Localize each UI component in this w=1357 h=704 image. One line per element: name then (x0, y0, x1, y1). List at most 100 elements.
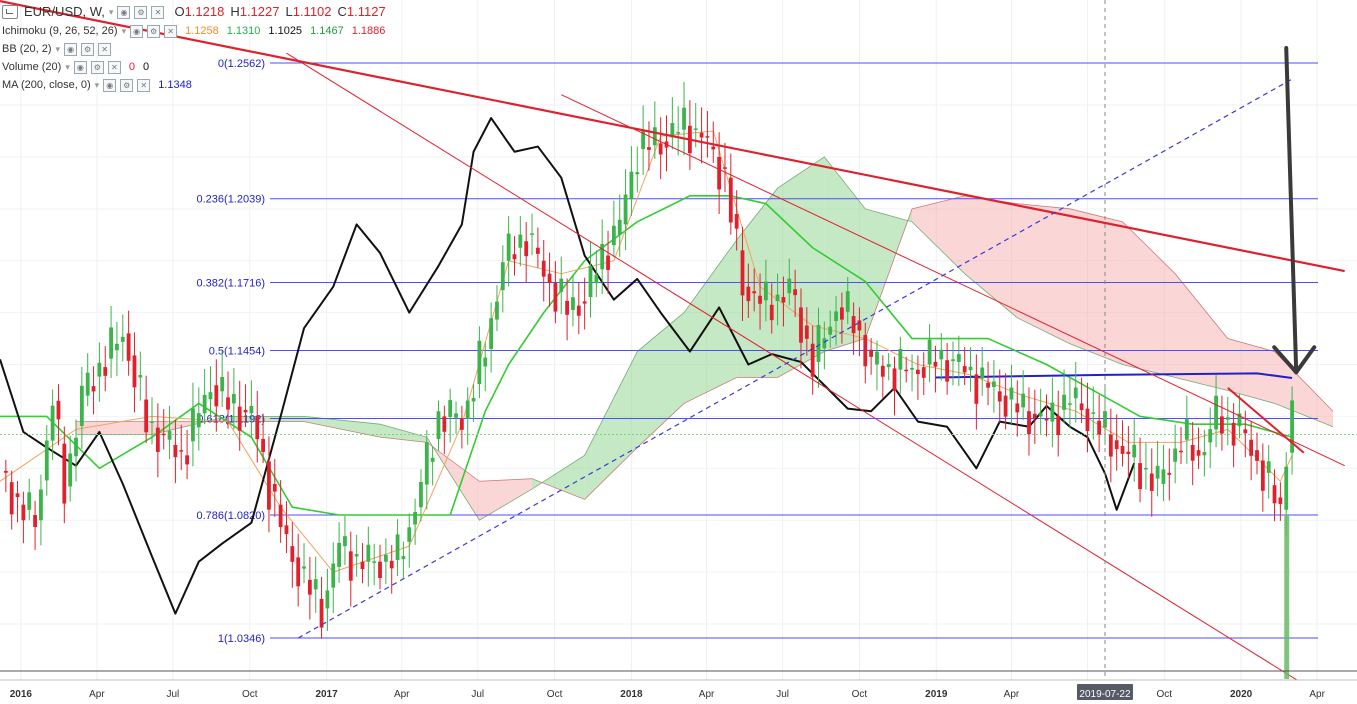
candle-body (325, 590, 330, 609)
ichimoku-cloud (76, 156, 1334, 521)
settings-icon[interactable]: ⚙ (81, 42, 95, 56)
candle-body (1161, 469, 1166, 484)
senkou-span-a (76, 156, 1334, 521)
candle-body (752, 291, 757, 294)
settings-icon[interactable]: ⚙ (120, 78, 134, 92)
indicator-row[interactable]: MA (200, close, 0) ▾ ◉ ⚙ ✕ 1.1348 (2, 76, 386, 94)
candle-body (33, 515, 37, 527)
settings-icon[interactable]: ⚙ (90, 60, 104, 74)
candle-body (1085, 408, 1090, 431)
indicator-row[interactable]: Ichimoku (9, 26, 52, 26) ▾ ◉ ⚙ ✕ 1.1258 1.1310… (2, 22, 386, 40)
candle-body (1097, 420, 1102, 435)
candle-body (185, 455, 189, 465)
candle-body (454, 413, 458, 418)
cloud-segment (1274, 351, 1333, 427)
trendline (1227, 387, 1305, 454)
candle-body (647, 147, 651, 150)
candle-body (448, 400, 453, 418)
candle-body (21, 504, 26, 521)
candle-body (278, 504, 283, 528)
candle-body (419, 481, 423, 508)
caret-icon[interactable]: ▾ (94, 80, 100, 90)
candle-body (1056, 415, 1061, 436)
candle-body (641, 131, 646, 150)
x-tick-label: 2019 (925, 689, 948, 700)
close-icon[interactable]: ✕ (164, 24, 178, 38)
annotations (0, 0, 1357, 680)
candle-body (816, 324, 821, 362)
candle-body (693, 128, 698, 130)
cloud-segment (1227, 338, 1275, 404)
down-arrow-icon (1284, 45, 1299, 375)
close-icon[interactable]: ✕ (137, 78, 151, 92)
eye-icon[interactable]: ◉ (117, 5, 131, 19)
candle-body (799, 307, 803, 343)
settings-icon[interactable]: ⚙ (147, 24, 161, 38)
candle-body (951, 359, 955, 362)
eye-icon[interactable]: ◉ (64, 42, 78, 56)
candle-body (740, 250, 745, 296)
candle-body (261, 438, 265, 452)
x-tick-label: 2018 (620, 689, 643, 700)
fib-level-label: 0.382(1.1716) (197, 278, 266, 290)
candle-body (1167, 472, 1172, 475)
x-tick-label: 2019-07-22 (1079, 689, 1131, 700)
candle-body (1284, 466, 1289, 510)
candle-body (1249, 439, 1254, 456)
candle-body (658, 143, 663, 155)
candle-body (723, 167, 727, 169)
candle-body (1155, 465, 1160, 479)
indicator-row[interactable]: Volume (20) ▾ ◉ ⚙ ✕ 0 0 (2, 58, 386, 76)
candle-body (354, 554, 359, 557)
candle-body (1225, 417, 1230, 420)
candle-body (389, 560, 394, 569)
candle-body (465, 400, 470, 420)
caret-icon[interactable]: ▾ (121, 26, 127, 36)
candle-body (1009, 387, 1014, 400)
indicator-name: Volume (20) (2, 61, 62, 73)
x-axis-crosshair-badge (1076, 684, 1133, 700)
caret-icon[interactable]: ▾ (108, 7, 114, 17)
chart-type-icon[interactable] (2, 5, 18, 19)
candle-body (974, 374, 979, 404)
candle-body (331, 563, 336, 588)
settings-icon[interactable]: ⚙ (134, 5, 148, 19)
candle-body (56, 400, 61, 420)
eye-icon[interactable]: ◉ (73, 60, 87, 74)
candle-body (839, 307, 844, 320)
symbol-row[interactable]: EUR/USD, W, ▾ ◉ ⚙ ✕ O1.1218 H1.1227 L1.110… (2, 2, 386, 22)
candle-body (1179, 450, 1183, 453)
close-icon[interactable]: ✕ (107, 60, 121, 74)
candle-body (1237, 413, 1242, 427)
caret-icon[interactable]: ▾ (65, 62, 70, 72)
eye-icon[interactable]: ◉ (103, 78, 117, 92)
candle-body (167, 430, 172, 440)
candle-body (489, 318, 494, 349)
candle-body (956, 354, 961, 362)
candle-body (594, 274, 599, 284)
candle-body (231, 393, 236, 404)
candle-body (968, 366, 973, 371)
caret-icon[interactable]: ▾ (55, 44, 61, 54)
candle-body (1044, 419, 1049, 421)
candle-body (933, 361, 938, 367)
indicator-row[interactable]: BB (20, 2) ▾ ◉ ⚙ ✕ (2, 40, 386, 58)
eye-icon[interactable]: ◉ (130, 24, 144, 38)
candle-body (600, 243, 605, 270)
candle-body (1260, 460, 1265, 491)
cloud-segment (76, 421, 153, 435)
candle-body (366, 544, 371, 562)
candle-body (196, 413, 201, 428)
candle-body (869, 349, 874, 357)
candle-body (939, 349, 944, 360)
candle-body (1050, 402, 1055, 422)
candle-body (1003, 395, 1008, 417)
candle-body (220, 376, 225, 392)
close-icon[interactable]: ✕ (151, 5, 165, 19)
candle-body (144, 399, 149, 433)
close-icon[interactable]: ✕ (98, 42, 112, 56)
candle-body (904, 369, 909, 372)
candle-body (676, 132, 681, 134)
